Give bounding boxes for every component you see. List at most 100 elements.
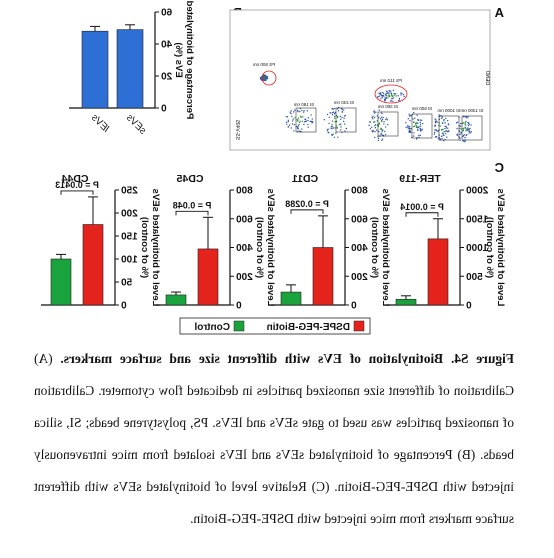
flow-event — [343, 123, 346, 125]
flow-event — [296, 109, 299, 112]
x-tick-label: sEVs — [124, 112, 148, 136]
flow-event — [439, 125, 441, 127]
flow-event — [459, 139, 461, 141]
flow-event — [368, 124, 370, 127]
gate-label: SI 300 nm — [377, 104, 398, 109]
bar — [280, 291, 302, 306]
flow-event — [297, 127, 299, 130]
flow-event — [441, 132, 444, 134]
flow-plot-frame — [229, 9, 491, 151]
y-tick-label: 600 — [351, 214, 368, 225]
flow-event — [287, 119, 290, 121]
flow-event — [470, 130, 472, 133]
y-axis-label: (% of control) — [369, 217, 380, 278]
gate — [411, 113, 433, 139]
flow-event — [382, 95, 384, 98]
flow-event — [417, 129, 419, 132]
flow-event — [287, 120, 289, 123]
y-tick-label: 1000 — [466, 243, 489, 254]
flow-event — [309, 120, 311, 123]
flow-event — [341, 108, 343, 111]
flow-event — [377, 139, 380, 142]
flow-event — [340, 126, 342, 128]
flow-event — [410, 127, 412, 130]
flow-event — [371, 130, 373, 132]
flow-event — [334, 121, 336, 123]
y-tick-label: 0 — [161, 104, 167, 115]
flow-event — [312, 120, 314, 123]
flow-event — [381, 97, 384, 99]
flow-event — [331, 123, 333, 125]
flow-event — [331, 111, 334, 114]
flow-event — [465, 120, 467, 123]
flow-event — [391, 97, 393, 100]
flow-event — [378, 95, 381, 97]
flow-event — [381, 118, 384, 121]
flow-event — [293, 130, 295, 132]
bar — [165, 294, 187, 306]
flow-event — [342, 109, 345, 111]
flow-event — [306, 110, 309, 112]
flow-event — [391, 95, 394, 97]
flow-event — [298, 123, 300, 126]
gate-label: SI 500 nm — [411, 106, 432, 111]
flow-event — [443, 131, 445, 133]
flow-event — [459, 133, 461, 136]
flow-event — [375, 111, 377, 113]
flow-event — [448, 130, 450, 132]
gate — [377, 111, 399, 137]
flow-event — [380, 119, 383, 122]
flow-event — [339, 118, 342, 120]
flow-event — [369, 121, 371, 123]
flow-event — [380, 116, 383, 118]
flow-event — [439, 138, 441, 140]
flow-event — [383, 121, 385, 123]
flow-event — [407, 118, 409, 120]
y-tick-label: 40 — [161, 40, 173, 51]
flow-event — [408, 115, 411, 117]
legend-swatch — [233, 320, 245, 332]
y-axis-label: Percentage of biotinylated — [184, 0, 195, 119]
flow-event — [264, 78, 266, 80]
flow-event — [302, 111, 305, 113]
flow-event — [307, 126, 309, 128]
flow-event — [371, 116, 373, 119]
flow-event — [416, 122, 418, 124]
flow-event — [397, 95, 399, 97]
flow-event — [331, 120, 334, 122]
flow-event — [330, 112, 332, 114]
flow-event — [339, 123, 342, 125]
y-tick-label: 200 — [351, 272, 368, 283]
flow-event — [417, 128, 419, 130]
flow-event — [395, 95, 397, 97]
flow-event — [336, 115, 339, 118]
flow-event — [387, 96, 389, 98]
flow-event — [444, 133, 447, 135]
flow-event — [290, 112, 292, 115]
panel-label: A — [494, 5, 504, 20]
flow-event — [311, 122, 313, 124]
flow-event — [464, 140, 466, 143]
flow-event — [299, 110, 301, 113]
flow-event — [414, 117, 416, 119]
flow-event — [434, 118, 436, 120]
flow-event — [337, 136, 339, 138]
y-axis-label: Level of biotinylated sEVs — [150, 189, 161, 307]
flow-event — [392, 96, 395, 99]
flow-event — [388, 94, 391, 96]
panel-label: C — [494, 160, 504, 175]
flow-event — [376, 120, 379, 122]
flow-event — [301, 128, 303, 130]
flow-event — [380, 94, 383, 97]
chart-title: TER-119 — [399, 173, 441, 185]
flow-event — [265, 78, 267, 80]
flow-event — [372, 118, 374, 120]
y-tick-label: 500 — [466, 272, 483, 283]
flow-event — [470, 124, 472, 126]
flow-event — [384, 130, 386, 133]
flow-event — [385, 96, 388, 99]
flow-event — [467, 127, 469, 129]
flow-event — [307, 119, 309, 122]
flow-event — [400, 94, 402, 96]
flow-event — [287, 126, 289, 128]
